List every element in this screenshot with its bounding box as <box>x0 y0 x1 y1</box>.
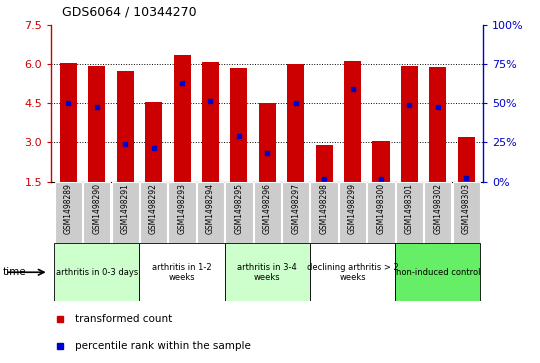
Text: percentile rank within the sample: percentile rank within the sample <box>75 341 251 351</box>
Bar <box>367 182 395 243</box>
Bar <box>395 243 481 301</box>
Bar <box>401 66 418 182</box>
Text: GSM1498294: GSM1498294 <box>206 183 215 234</box>
Bar <box>145 102 162 182</box>
Bar <box>231 68 247 182</box>
Text: GSM1498296: GSM1498296 <box>263 183 272 234</box>
Bar <box>173 55 191 182</box>
Bar <box>259 103 276 182</box>
Bar <box>112 182 139 243</box>
Bar <box>373 141 389 182</box>
Bar <box>429 67 447 182</box>
Bar <box>315 145 333 182</box>
Bar <box>310 182 338 243</box>
Text: non-induced control: non-induced control <box>396 268 480 277</box>
Text: GSM1498295: GSM1498295 <box>234 183 244 234</box>
Text: GSM1498289: GSM1498289 <box>64 183 73 234</box>
Bar <box>287 65 304 182</box>
Bar <box>424 182 451 243</box>
Bar <box>225 243 310 301</box>
Bar <box>396 182 423 243</box>
Bar <box>139 243 225 301</box>
Bar <box>117 71 134 182</box>
Bar <box>83 182 110 243</box>
Text: GSM1498292: GSM1498292 <box>149 183 158 234</box>
Text: GSM1498293: GSM1498293 <box>178 183 186 234</box>
Text: GSM1498302: GSM1498302 <box>433 183 442 234</box>
Text: arthritis in 1-2
weeks: arthritis in 1-2 weeks <box>152 262 212 282</box>
Bar <box>254 182 281 243</box>
Bar <box>202 62 219 182</box>
Text: arthritis in 3-4
weeks: arthritis in 3-4 weeks <box>238 262 297 282</box>
Bar <box>310 243 395 301</box>
Bar <box>344 61 361 182</box>
Bar <box>453 182 480 243</box>
Text: GSM1498301: GSM1498301 <box>405 183 414 234</box>
Text: GSM1498290: GSM1498290 <box>92 183 102 234</box>
Bar <box>168 182 195 243</box>
Text: time: time <box>3 267 26 277</box>
Bar <box>225 182 253 243</box>
Bar <box>339 182 366 243</box>
Bar <box>88 66 105 182</box>
Text: declining arthritis > 2
weeks: declining arthritis > 2 weeks <box>307 262 399 282</box>
Bar <box>54 243 139 301</box>
Bar <box>197 182 224 243</box>
Text: GSM1498303: GSM1498303 <box>462 183 471 234</box>
Text: GSM1498299: GSM1498299 <box>348 183 357 234</box>
Text: GSM1498300: GSM1498300 <box>376 183 386 234</box>
Text: GDS6064 / 10344270: GDS6064 / 10344270 <box>62 5 197 18</box>
Text: transformed count: transformed count <box>75 314 172 323</box>
Text: GSM1498291: GSM1498291 <box>121 183 130 234</box>
Bar <box>140 182 167 243</box>
Bar <box>55 182 82 243</box>
Bar <box>60 63 77 182</box>
Text: arthritis in 0-3 days: arthritis in 0-3 days <box>56 268 138 277</box>
Bar <box>282 182 309 243</box>
Text: GSM1498298: GSM1498298 <box>320 183 329 234</box>
Text: GSM1498297: GSM1498297 <box>291 183 300 234</box>
Bar <box>458 137 475 182</box>
